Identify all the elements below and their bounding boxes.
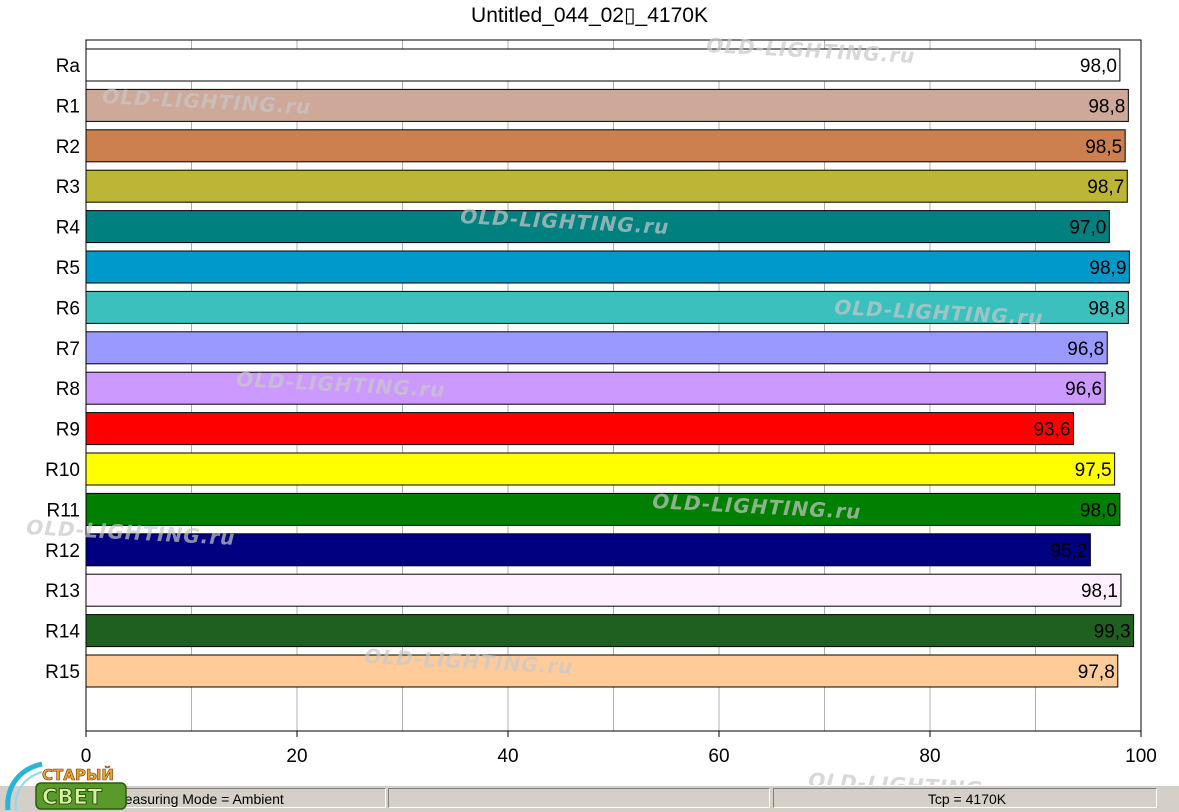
x-tick-label: 60 — [708, 746, 729, 767]
value-label: 98,7 — [1087, 177, 1124, 198]
category-label: R8 — [56, 379, 80, 400]
x-tick-label: 20 — [286, 746, 307, 767]
x-tick-label: 80 — [919, 746, 940, 767]
label-layer: 0 20 40 60 80 100 Ra 98,0 R1 98,8 R2 98,5 R3 98,7 R4 97… — [45, 56, 1157, 767]
x-tick-label: 100 — [1125, 746, 1157, 767]
category-label: R4 — [56, 218, 81, 239]
category-label: R5 — [56, 258, 80, 279]
x-tick-label: 0 — [81, 746, 92, 767]
value-label: 96,8 — [1067, 339, 1104, 360]
bar-r2 — [85, 129, 1126, 163]
cri-bar-chart: 0 20 40 60 80 100 Ra 98,0 R1 98,8 R2 98,5 R3 98,7 R4 97… — [26, 33, 1157, 785]
bar-r9 — [85, 412, 1074, 446]
value-label: 98,9 — [1089, 258, 1126, 279]
value-label: 98,0 — [1080, 56, 1117, 77]
category-label: Ra — [56, 56, 81, 77]
category-label: R14 — [45, 622, 80, 643]
x-tick-label: 40 — [497, 746, 518, 767]
bar-layer — [85, 48, 1135, 688]
category-label: R13 — [45, 581, 80, 602]
category-label: R2 — [56, 137, 80, 158]
value-label: 96,6 — [1065, 379, 1102, 400]
status-bar: Measuring Mode = Ambient Tcp = 4170K — [0, 785, 1179, 812]
bar-r14 — [85, 614, 1135, 648]
svg-text:СТАРЫЙ: СТАРЫЙ — [42, 765, 114, 784]
bar-r5 — [85, 250, 1130, 284]
category-label: R9 — [56, 420, 80, 441]
category-label: R6 — [56, 298, 80, 319]
value-label: 98,0 — [1080, 500, 1117, 521]
site-logo: СТАРЫЙ СВЕТ — [5, 761, 127, 811]
value-label: 97,5 — [1075, 460, 1112, 481]
plot-frame — [85, 39, 1142, 732]
bar-r12 — [85, 533, 1091, 567]
value-label: 93,6 — [1033, 420, 1070, 441]
svg-text:СВЕТ: СВЕТ — [42, 785, 103, 809]
chart-title: Untitled_044_02▯_4170K — [471, 4, 708, 27]
value-label: 95,2 — [1050, 541, 1087, 562]
value-label: 98,8 — [1088, 298, 1125, 319]
value-label: 98,1 — [1081, 581, 1118, 602]
status-pane-empty — [388, 788, 770, 808]
value-label: 98,5 — [1085, 137, 1122, 158]
bar-r4 — [85, 210, 1110, 244]
bar-r3 — [85, 169, 1128, 203]
value-label: 97,0 — [1069, 218, 1106, 239]
bar-r15 — [85, 654, 1119, 688]
bar-r11 — [85, 492, 1121, 526]
bar-r8 — [85, 371, 1106, 405]
watermark: OLD-LIGHTING.ru — [808, 768, 1018, 785]
value-label: 99,3 — [1094, 622, 1131, 643]
category-label: R15 — [45, 662, 80, 683]
status-measuring-mode: Measuring Mode = Ambient — [108, 788, 386, 808]
bar-r6 — [85, 290, 1129, 324]
value-label: 98,8 — [1088, 96, 1125, 117]
bar-r10 — [85, 452, 1116, 486]
value-label: 97,8 — [1078, 662, 1115, 683]
status-cct: Tcp = 4170K — [773, 788, 1157, 808]
bar-ra — [85, 48, 1121, 82]
category-label: R1 — [56, 96, 80, 117]
category-label: R7 — [56, 339, 80, 360]
category-label: R3 — [56, 177, 80, 198]
bar-r13 — [85, 573, 1122, 607]
category-label: R10 — [45, 460, 80, 481]
category-label: R12 — [45, 541, 80, 562]
category-label: R11 — [47, 500, 80, 521]
bar-r7 — [85, 331, 1108, 365]
